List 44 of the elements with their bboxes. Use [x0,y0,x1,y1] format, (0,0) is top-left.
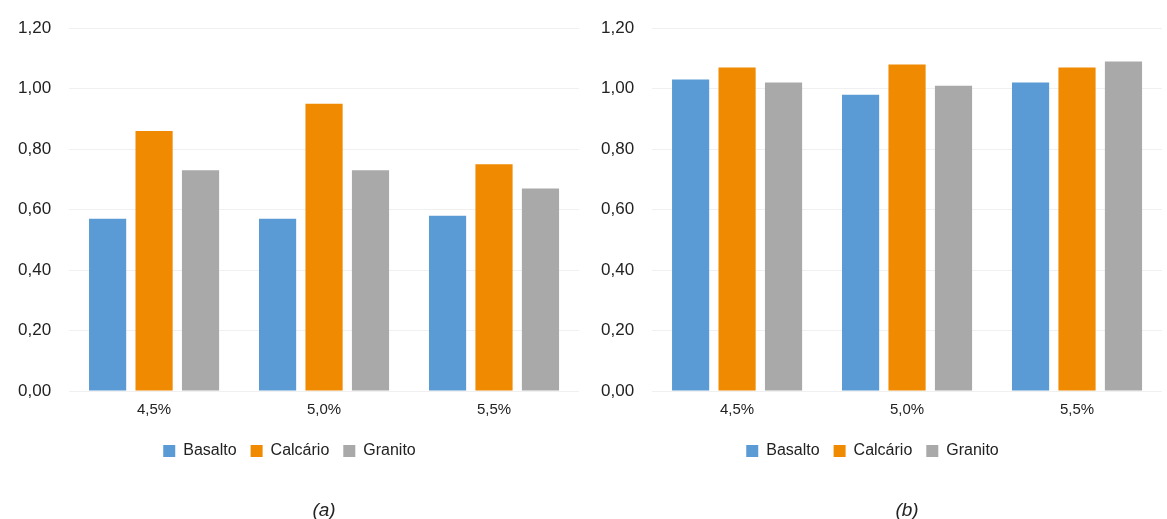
legend-label: Calcário [853,441,913,459]
x-tick-label: 4,5% [719,400,755,418]
bar [521,188,560,391]
bar [842,94,880,391]
legend-label: Calcário [270,441,330,459]
y-tick-label: 1,20 [17,17,52,37]
bar [672,79,710,391]
bar [1104,61,1143,391]
y-tick-label: 1,00 [600,78,635,98]
bar [1011,82,1050,391]
y-tick-label: 1,20 [600,17,635,37]
x-tick-label: 5,5% [1059,400,1095,418]
bar [135,130,173,391]
x-tick-label: 5,0% [889,400,925,418]
y-tick-label: 0,80 [17,138,52,158]
legend-label: Basalto [766,441,820,459]
y-tick-label: 1,00 [17,78,52,98]
bar [475,164,513,391]
bar [428,215,467,391]
y-tick-label: 0,00 [17,380,52,400]
y-tick-label: 0,80 [600,138,635,158]
bar [259,218,297,391]
y-tick-label: 0,60 [17,199,52,219]
bar [888,64,926,391]
x-tick-label: 5,0% [306,400,342,418]
legend-label: Granito [946,441,999,459]
bar [934,85,973,391]
bar [181,170,220,391]
y-tick-label: 0,00 [600,380,635,400]
legend-label: Granito [363,441,416,459]
y-tick-label: 0,20 [600,320,635,340]
x-tick-label: 5,5% [476,400,512,418]
bar [1058,67,1096,391]
legend-label: Basalto [183,441,237,459]
x-tick-label: 4,5% [136,400,172,418]
bar [305,103,343,391]
y-tick-label: 0,60 [600,199,635,219]
bar [764,82,803,391]
y-tick-label: 0,20 [17,320,52,340]
bar [718,67,756,391]
y-tick-label: 0,40 [17,259,52,279]
y-tick-label: 0,40 [600,259,635,279]
bar [351,170,390,391]
bar [89,218,127,391]
